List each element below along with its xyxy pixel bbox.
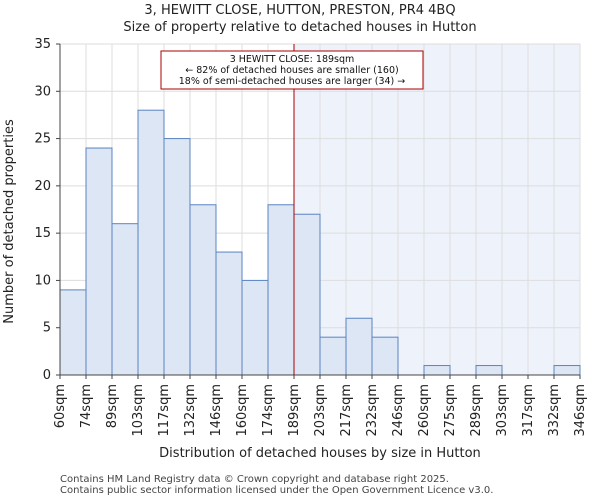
x-tick-label: 132sqm — [183, 384, 198, 437]
histogram-bar — [163, 138, 191, 376]
x-tick-label: 303sqm — [495, 384, 510, 437]
x-tick-label: 174sqm — [261, 384, 276, 437]
x-tick-label: 189sqm — [287, 384, 302, 437]
x-tick-label: 89sqm — [105, 384, 120, 428]
y-tick-label: 15 — [34, 226, 51, 241]
x-tick-label: 146sqm — [209, 384, 224, 437]
x-tick-label: 332sqm — [547, 384, 562, 437]
y-tick-label: 5 — [43, 321, 51, 336]
histogram-bar — [189, 204, 217, 376]
x-axis-title: Distribution of detached houses by size … — [159, 446, 481, 461]
histogram-bar — [293, 213, 321, 376]
histogram-bar — [553, 365, 581, 376]
x-tick-label: 289sqm — [469, 384, 484, 437]
x-tick-label: 103sqm — [131, 384, 146, 437]
y-tick-label: 0 — [43, 368, 51, 383]
x-tick-label: 217sqm — [339, 384, 354, 437]
x-tick-label: 74sqm — [79, 384, 94, 428]
x-tick-label: 203sqm — [313, 384, 328, 437]
histogram-bar — [267, 204, 295, 376]
histogram-bar — [215, 251, 243, 376]
histogram-bar — [423, 365, 451, 376]
annotation-line-3: 18% of semi-detached houses are larger (… — [179, 76, 406, 87]
x-tick-label: 260sqm — [417, 384, 432, 437]
footer-copyright: Contains HM Land Registry data © Crown c… — [60, 474, 449, 485]
chart-subtitle: Size of property relative to detached ho… — [123, 20, 477, 35]
histogram-bar — [241, 279, 269, 376]
annotation-line-1: 3 HEWITT CLOSE: 189sqm — [230, 54, 355, 65]
annotation-line-2: ← 82% of detached houses are smaller (16… — [185, 65, 398, 76]
x-tick-label: 346sqm — [573, 384, 588, 437]
histogram-bar — [137, 109, 165, 376]
highlight-region — [294, 44, 580, 375]
histogram-bar — [111, 223, 139, 376]
x-tick-label: 317sqm — [521, 384, 536, 437]
y-tick-label: 10 — [34, 273, 51, 288]
chart-title: 3, HEWITT CLOSE, HUTTON, PRESTON, PR4 4B… — [144, 3, 456, 18]
x-tick-label: 232sqm — [365, 384, 380, 437]
y-axis-title: Number of detached properties — [2, 119, 17, 324]
histogram-bar — [345, 317, 373, 376]
histogram-bar — [319, 336, 347, 376]
y-tick-label: 20 — [34, 179, 51, 194]
x-tick-label: 275sqm — [443, 384, 458, 437]
histogram-bar — [475, 365, 503, 376]
x-tick-label: 246sqm — [391, 384, 406, 437]
histogram-chart: 3 HEWITT CLOSE: 189sqm← 82% of detached … — [2, 37, 588, 461]
x-tick-label: 160sqm — [235, 384, 250, 437]
histogram-bar — [59, 289, 87, 376]
x-tick-label: 117sqm — [157, 384, 172, 437]
footer-licence: Contains public sector information licen… — [60, 485, 494, 496]
y-tick-label: 25 — [34, 132, 51, 147]
y-tick-label: 30 — [34, 84, 51, 99]
x-tick-label: 60sqm — [53, 384, 68, 428]
histogram-bar — [371, 336, 399, 376]
annotation-box — [160, 50, 424, 90]
y-tick-label: 35 — [34, 37, 51, 52]
histogram-bar — [85, 147, 113, 376]
